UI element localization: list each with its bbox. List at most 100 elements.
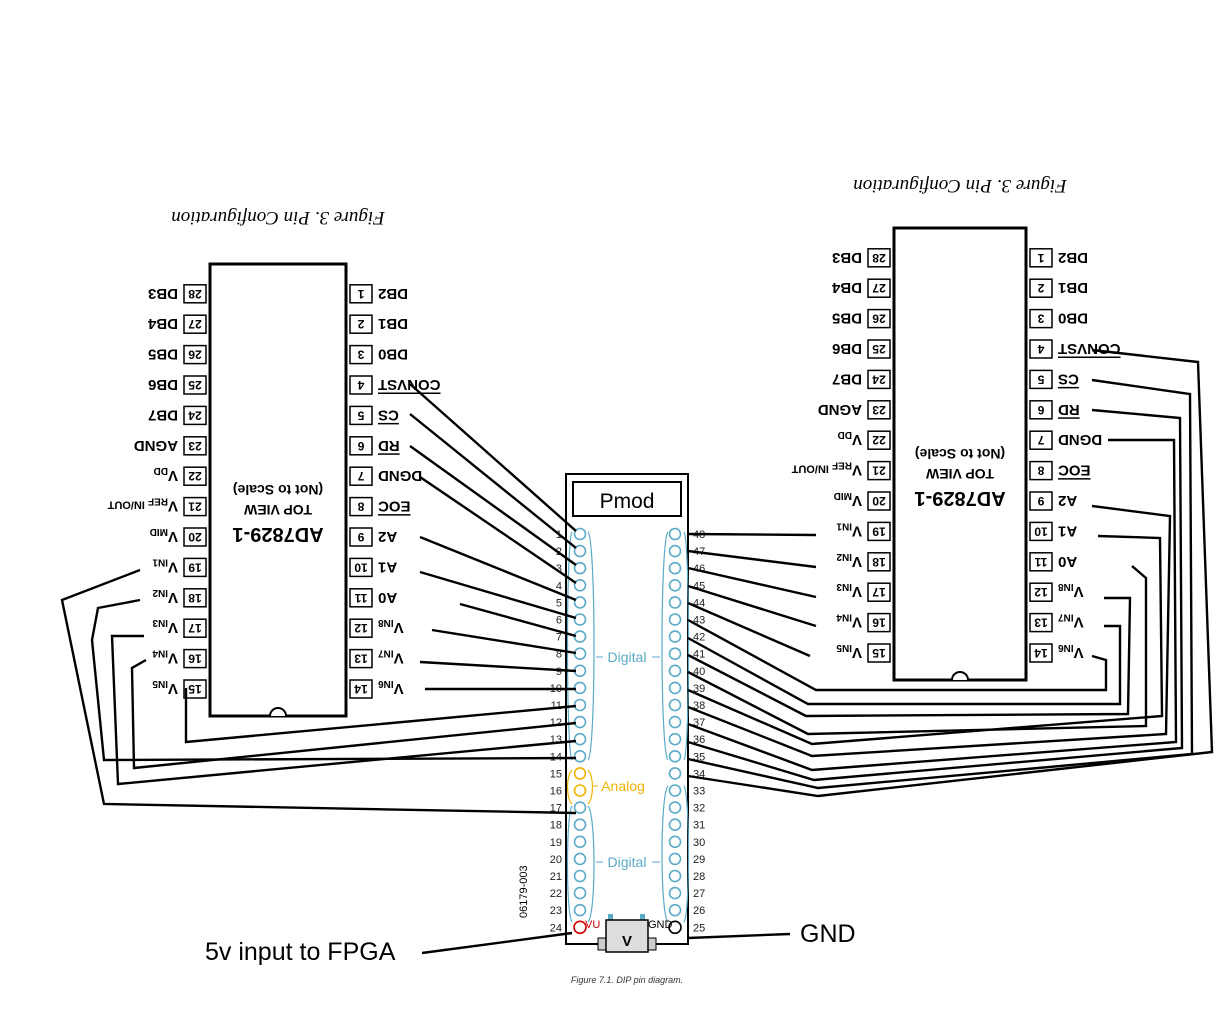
- digital-bracket-lower-right: [661, 785, 690, 923]
- pin-box: [349, 496, 373, 517]
- pin-signal: DB4: [831, 279, 862, 296]
- pin-box: [1029, 400, 1053, 420]
- pmod-pin: [668, 903, 682, 917]
- pin-box: [349, 679, 373, 699]
- pmod-board: Pmod Digital Analog Digital 123456789101…: [518, 473, 705, 985]
- wire-db0-right: [687, 596, 1132, 718]
- pin-number: 17: [872, 585, 886, 599]
- pin-signal: EOC: [1058, 462, 1091, 479]
- pin-signal: DB4: [147, 315, 178, 332]
- pin-signal: RD: [1058, 401, 1080, 418]
- pmod-pin: [668, 835, 682, 849]
- pin-number: 20: [872, 494, 886, 508]
- wire-cs-right: [687, 534, 1164, 746]
- pin-box: [183, 436, 207, 456]
- right-chip: Figure 3. Pin Configuration AD7829-1 TOP…: [791, 175, 1121, 682]
- pin-number: 23: [188, 439, 202, 453]
- pmod-pin: [668, 869, 682, 883]
- pin-box: [183, 375, 207, 395]
- usb-connector-icon: [605, 919, 649, 953]
- pin-number: 1: [357, 287, 364, 301]
- pmod-pin: [573, 801, 587, 814]
- pmod-pin-number: 19: [550, 837, 562, 849]
- pin-number: 2: [357, 317, 364, 331]
- wire-eoc-right: [687, 438, 1178, 772]
- pin-number: 10: [1034, 524, 1048, 538]
- pin-box: [1029, 643, 1053, 663]
- pin-number: 21: [188, 500, 202, 514]
- pmod-pin: [573, 767, 587, 780]
- pin-signal: EOC: [378, 498, 411, 515]
- wire-db6-left: [90, 598, 577, 762]
- wire-convst-right: [687, 565, 1148, 736]
- pmod-pin: [668, 818, 682, 832]
- pin-number: 12: [1034, 585, 1048, 599]
- pmod-pin-number: 26: [693, 905, 705, 917]
- pmod-pin: [573, 784, 587, 797]
- pin-signal: DB1: [378, 315, 408, 332]
- left-chip-caption: Figure 3. Pin Configuration: [171, 207, 386, 228]
- pmod-pin: [573, 647, 587, 661]
- pin-signal: CONVST: [378, 376, 441, 393]
- usb-pad-left: [608, 914, 613, 920]
- pmod-pin: [668, 681, 682, 695]
- pin-number: 9: [357, 530, 364, 544]
- pin-signal: VIN7: [378, 648, 404, 667]
- pin-number: 6: [1037, 403, 1044, 417]
- pmod-pin: [668, 767, 682, 780]
- pmod-pin-number: 29: [693, 854, 705, 866]
- pin-box: [1029, 339, 1053, 359]
- pin-number: 20: [188, 530, 202, 544]
- pmod-pin-number: 7: [556, 632, 562, 644]
- wire-eoc-left: [419, 476, 577, 584]
- pin-box: [349, 405, 373, 426]
- pin-signal: VIN8: [378, 617, 404, 636]
- pin-signal: VIN2: [836, 551, 862, 570]
- pin-number: 11: [354, 591, 367, 605]
- pin-signal: A0: [378, 589, 397, 606]
- wire-db2-right: [687, 618, 1108, 692]
- pmod-pin: [668, 801, 682, 814]
- pin-signal: VDD: [838, 429, 862, 448]
- pin-signal: DB5: [148, 346, 178, 363]
- right-chip-caption: Figure 3. Pin Configuration: [853, 175, 1068, 196]
- pin-signal: A2: [1058, 492, 1077, 509]
- pmod-pin: [668, 647, 682, 661]
- pin-number: 18: [872, 555, 886, 569]
- pin-number: 8: [357, 500, 364, 514]
- pmod-pin-number: 41: [693, 649, 705, 661]
- pin-box: [1029, 369, 1053, 390]
- pmod-pin: [573, 715, 587, 729]
- pin-signal: DB7: [148, 406, 178, 423]
- pin-signal: A2: [378, 528, 397, 545]
- pmod-right-pins: 4847464544434241403938373635343332313029…: [668, 527, 705, 934]
- wire-db4-left: [130, 658, 577, 770]
- pmod-pin: [668, 544, 682, 558]
- pmod-pin: [573, 596, 587, 609]
- right-chip-pins-b: 15 VIN5 16 VIN4 17 VIN3 18 VIN2 19 VIN1 20 VMID 21 VR…: [791, 248, 891, 663]
- wire-db6-right: [687, 549, 817, 569]
- wire-gnd: [687, 932, 791, 940]
- pmod-pin: [573, 527, 587, 541]
- pin-signal: A1: [378, 558, 397, 575]
- five-volt-annotation: 5v input to FPGA: [205, 938, 396, 966]
- pin-signal: VMID: [834, 490, 862, 509]
- pin-box: [867, 643, 891, 663]
- pin-box: [1029, 308, 1053, 329]
- pin-number: 26: [872, 312, 886, 326]
- pin-signal: VIN3: [152, 617, 178, 636]
- pmod-pin-number: 25: [693, 922, 705, 934]
- pin-box: [867, 400, 891, 420]
- pin-box: [1029, 278, 1053, 298]
- pin-box: [183, 648, 207, 669]
- pin-signal: CS: [1058, 370, 1079, 387]
- left-chip-part: AD7829-1: [232, 523, 323, 545]
- pin-signal: VREF IN/OUT: [791, 460, 862, 479]
- pin-number: 6: [357, 439, 364, 453]
- wire-db4-right: [687, 584, 817, 628]
- pin-number: 11: [1034, 555, 1047, 569]
- pin-number: 21: [872, 464, 886, 478]
